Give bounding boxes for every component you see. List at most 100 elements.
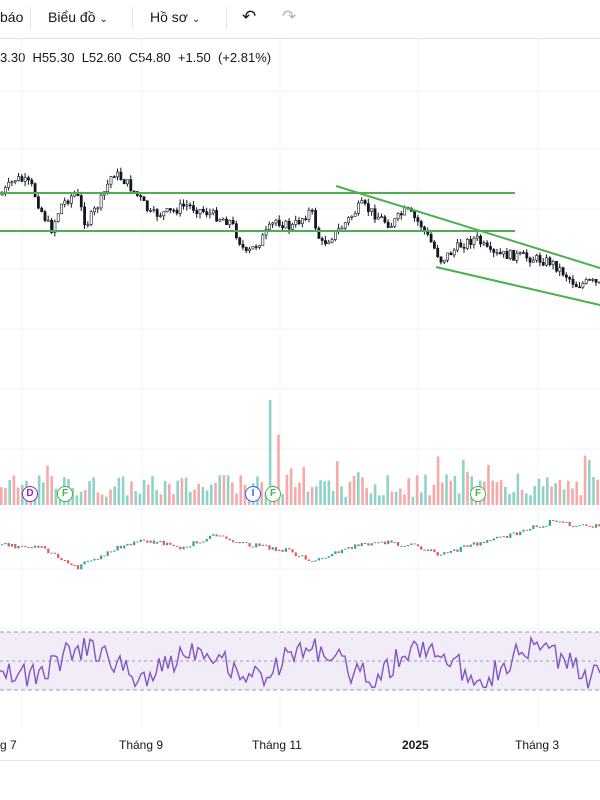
macd-bar [331,554,334,557]
macd-bar [403,545,406,547]
macd-bar [93,558,96,561]
macd-bar [406,544,410,547]
volume-bar [218,475,221,505]
candle-body [165,208,169,212]
candle-body [211,210,215,214]
candle-body [548,257,552,266]
macd-bar [538,526,542,528]
macd-bar [357,544,360,547]
macd-bar [436,552,439,556]
macd-bar [258,543,261,546]
candle-body [162,211,166,217]
macd-bar [245,542,248,544]
candle-body [489,246,492,250]
macd-bar [113,550,116,552]
volume-bar [277,435,280,505]
macd-bar [380,541,383,543]
macd-bar [17,545,20,549]
macd-bar [90,560,93,562]
macd-bar [456,549,459,552]
volume-bar [302,467,305,505]
macd-bar [321,558,324,560]
chevron-down-icon: ⌄ [191,14,201,25]
macd-bar [274,547,278,552]
macd-bar [149,540,152,543]
macd-bar [499,536,502,538]
volume-bar [96,492,100,505]
macd-bar [268,545,271,550]
volume-bar [537,478,541,505]
macd-bar [311,561,314,563]
candle-body [178,203,182,214]
candle-body [218,218,222,222]
candle-body [578,286,582,289]
volume-bar [546,477,549,505]
candle-body [86,224,90,226]
candle-body [390,226,393,228]
volume-bar [54,488,58,505]
macd-bar [505,535,509,538]
alert-button[interactable]: báo [0,9,24,25]
undo-icon[interactable]: ↶ [242,7,257,26]
macd-bar [129,543,132,546]
volume-bar [373,484,377,505]
volume-bar [504,486,507,505]
candle-body [267,223,271,230]
volume-bar [487,464,490,505]
macd-bar [4,542,7,545]
dividend-marker[interactable]: D [22,486,38,502]
macd-bar [43,546,47,549]
candle-body [106,183,110,193]
volume-bar [457,493,461,505]
candle-body [175,209,179,214]
candle-body [159,215,162,218]
financial-marker[interactable]: F [57,486,73,502]
redo-icon[interactable]: ↷ [282,7,297,26]
candle-body [522,252,525,254]
candle-body [195,210,199,214]
candle-body [126,179,129,185]
x-axis-label: 2025 [402,738,429,752]
macd-bar [581,524,584,526]
volume-bar [319,480,322,505]
candle-body [327,241,331,245]
financial-marker[interactable]: F [265,486,281,502]
candle-body [79,195,83,208]
macd-bar [34,545,37,548]
candle-body [264,229,268,236]
candle-body [132,190,136,193]
candle-body [343,222,347,229]
profile-menu-button[interactable]: Hồ sơ ⌄ [150,9,200,25]
candle-body [330,239,334,243]
candle-body [340,227,344,230]
info-marker[interactable]: I [245,486,261,502]
candle-body [63,200,67,205]
macd-bar [344,548,347,550]
volume-bar [50,476,53,505]
macd-bar [294,552,297,557]
candle-body [33,183,37,198]
macd-bar [519,531,522,536]
volume-bar [361,477,364,505]
macd-bar [304,555,307,560]
financial-marker[interactable]: F [470,486,486,502]
price-chart-canvas[interactable] [0,39,600,759]
volume-bar [289,468,293,505]
macd-bar [189,546,192,548]
candle-body [172,209,176,212]
volume-bar [315,486,318,505]
candle-body [192,205,195,211]
volume-bar [189,491,192,505]
macd-bar [515,532,518,536]
volume-bar [231,482,234,505]
macd-bar [410,543,413,545]
candle-body [284,220,288,229]
candle-body [512,249,516,261]
volume-bar [205,490,209,505]
volume-bar [163,480,167,505]
legend-open: 3.30 [0,50,26,65]
volume-bar [235,493,238,505]
macd-bar [212,534,215,536]
chart-menu-button[interactable]: Biểu đồ ⌄ [48,9,108,25]
macd-bar [182,546,185,550]
